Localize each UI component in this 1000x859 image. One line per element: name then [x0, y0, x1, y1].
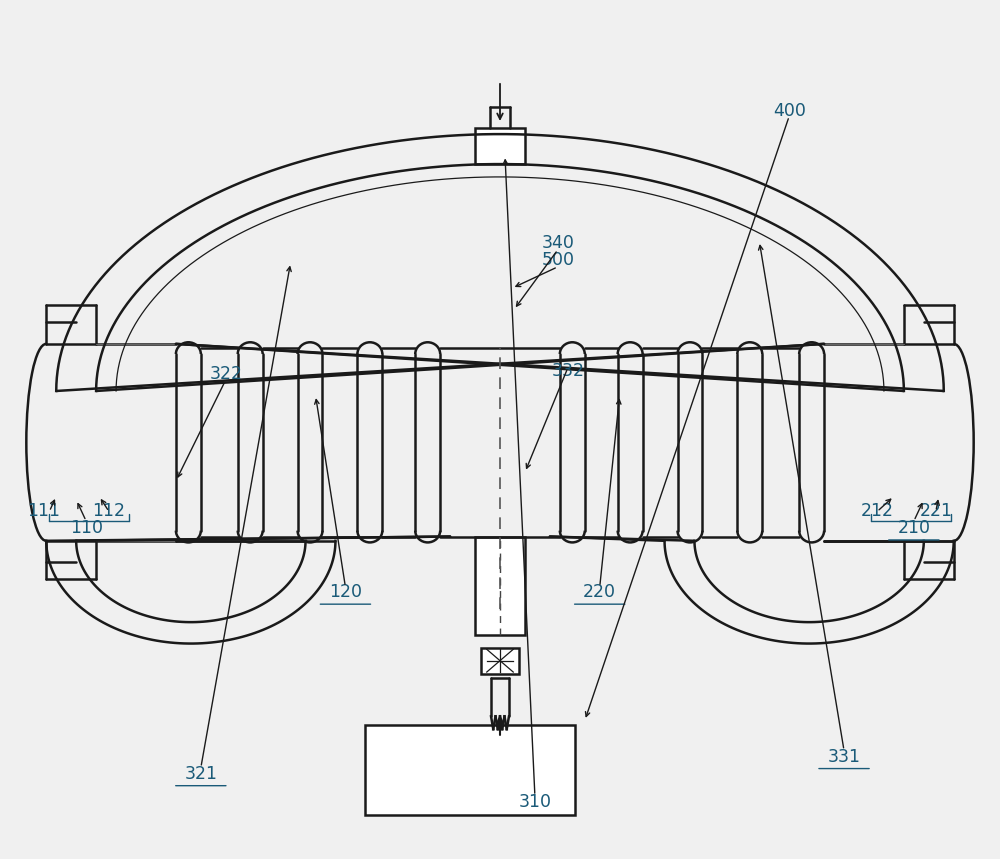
Bar: [481, 648, 519, 673]
Text: 212: 212: [860, 502, 893, 520]
Text: 210: 210: [897, 519, 930, 537]
Text: 321: 321: [184, 765, 217, 783]
Text: 221: 221: [919, 502, 952, 520]
Text: 340: 340: [541, 234, 574, 252]
Text: 400: 400: [773, 102, 806, 120]
Bar: [475, 128, 525, 164]
Text: 112: 112: [93, 502, 126, 520]
Text: 500: 500: [541, 251, 574, 269]
Text: 332: 332: [551, 362, 584, 381]
Bar: [365, 725, 575, 815]
Text: 322: 322: [209, 365, 242, 383]
Text: 310: 310: [518, 793, 551, 811]
Text: 111: 111: [27, 502, 60, 520]
Bar: [475, 537, 525, 635]
Text: 331: 331: [828, 747, 861, 765]
Text: 220: 220: [583, 583, 616, 601]
Text: 120: 120: [329, 583, 362, 601]
Text: 110: 110: [70, 519, 103, 537]
